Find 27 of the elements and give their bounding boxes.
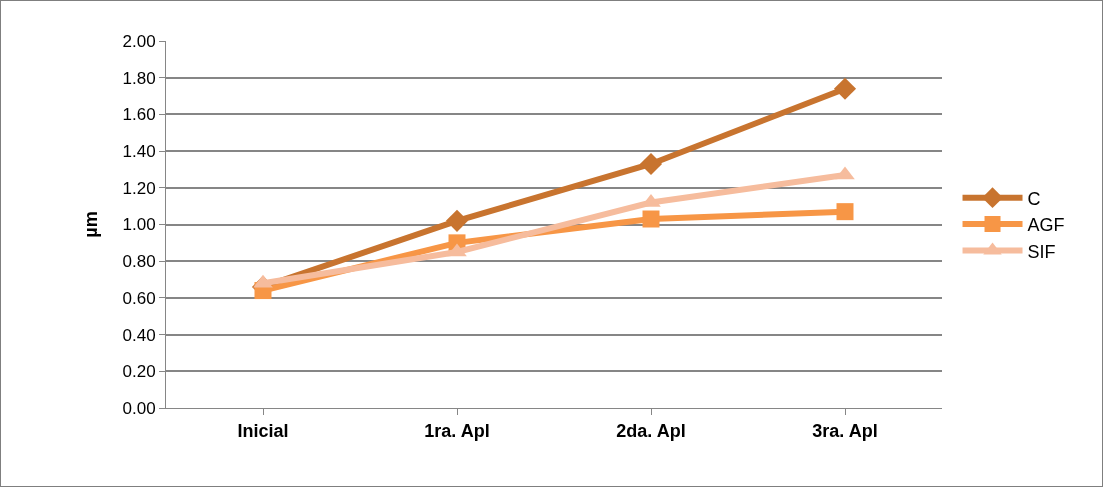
y-tick-label: 2.00 (122, 31, 156, 51)
y-tick-label: 0.60 (122, 288, 156, 308)
y-tick-label: 1.80 (122, 68, 156, 88)
y-tick-label: 0.00 (122, 398, 156, 418)
point (447, 243, 467, 257)
point (835, 166, 855, 180)
legend-label: C (1027, 188, 1041, 209)
y-tick-label: 1.00 (122, 215, 156, 235)
point (642, 210, 660, 228)
y-tick-label: 1.20 (122, 178, 156, 198)
x-tick-label: 3ra. Apl (812, 420, 878, 441)
x-tick-label: 1ra. Apl (424, 420, 490, 441)
y-tick-label: 1.40 (122, 142, 156, 162)
point (833, 77, 857, 100)
y-tick-label: 0.80 (122, 252, 156, 272)
legend-label: AGF (1027, 215, 1065, 236)
x-tick-label: 2da. Apl (616, 420, 686, 441)
y-tick-label: 1.60 (122, 105, 156, 125)
point (836, 203, 854, 221)
point (639, 152, 663, 175)
x-tick-label: Inicial (237, 420, 289, 441)
y-axis-title: µm (80, 211, 101, 238)
y-tick-label: 0.40 (122, 325, 156, 345)
y-tick-label: 0.20 (122, 362, 156, 382)
point (445, 209, 469, 232)
legend-label: SIF (1027, 241, 1056, 262)
point (253, 274, 273, 288)
